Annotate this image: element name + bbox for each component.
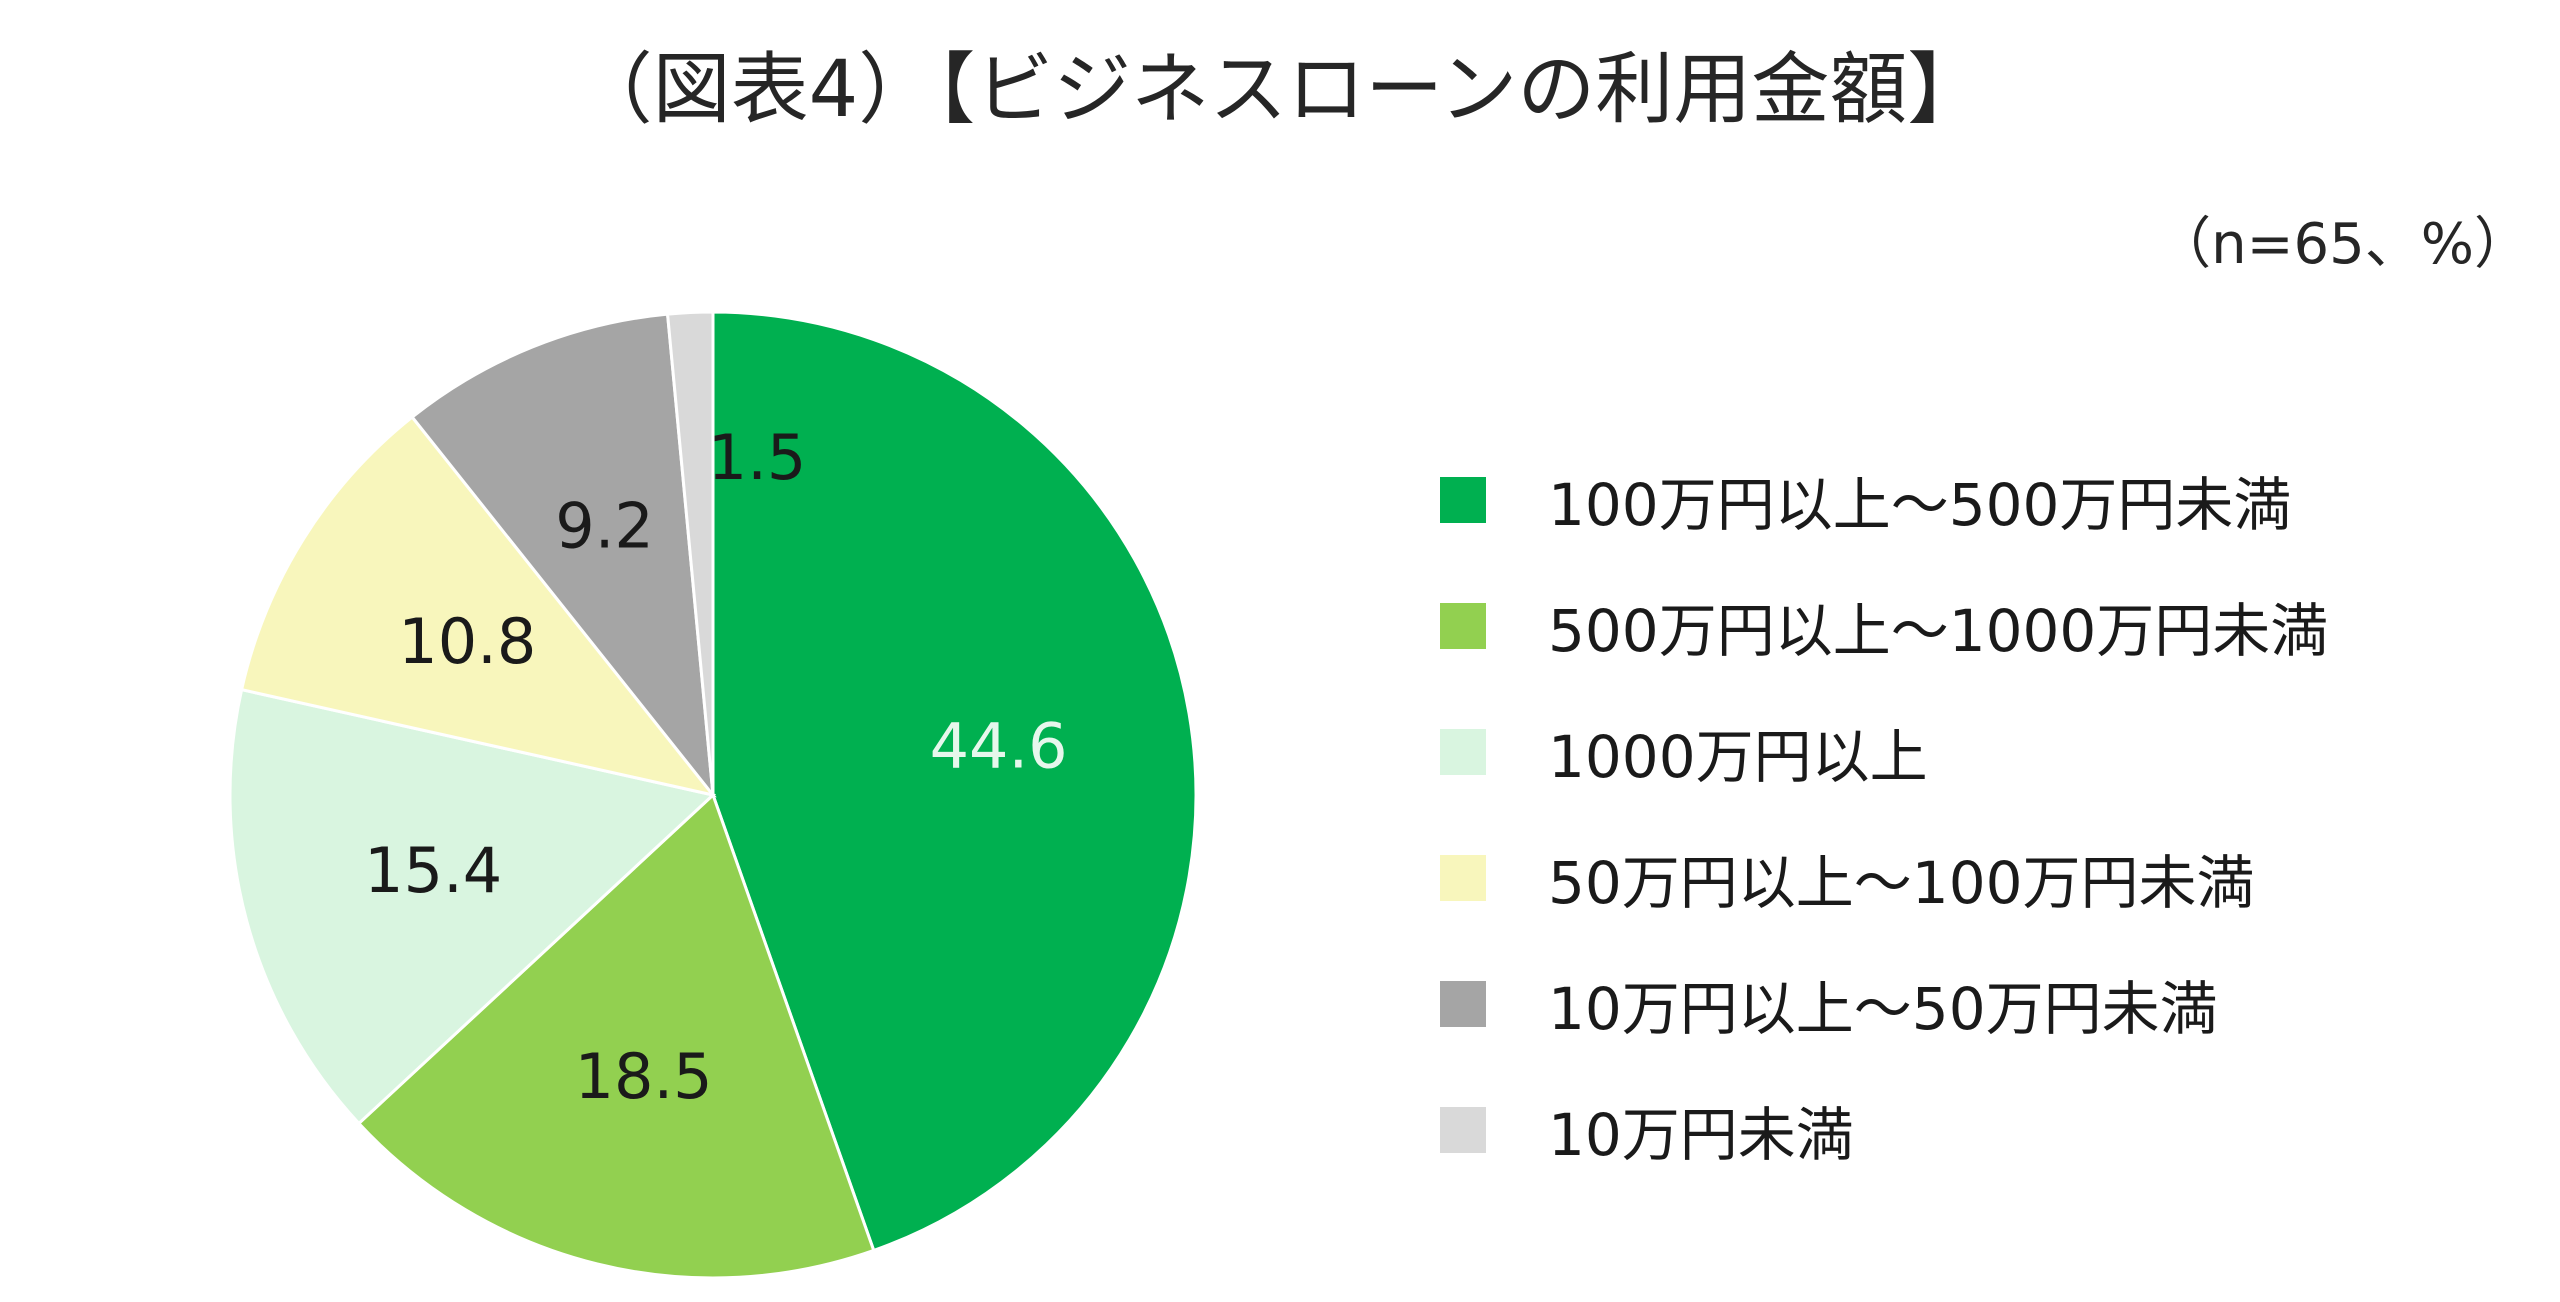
pie-slice-3	[239, 415, 717, 798]
pie-slice-0	[711, 310, 1198, 1253]
pie-slice-labels: 44.6 18.5 15.4 10.8 9.2 1.5	[364, 421, 1067, 1113]
pie-slice-2	[228, 687, 717, 1126]
legend-item-4: 10万円以上～50万円未満	[1440, 954, 2218, 1054]
chart-title: （図表4）【ビジネスローンの利用金額】	[574, 45, 1986, 135]
slice-value-label-3: 10.8	[398, 605, 536, 678]
legend-swatch-0	[1440, 477, 1486, 523]
pie-slice-1	[356, 792, 876, 1280]
chart-note: （n=65、%）	[2155, 212, 2530, 277]
slice-value-label-2: 15.4	[364, 834, 502, 907]
slice-value-label-0: 44.6	[930, 710, 1068, 783]
slice-value-label-4: 9.2	[555, 490, 654, 563]
legend-label-4: 10万円以上～50万円未満	[1548, 975, 2218, 1043]
legend-swatch-2	[1440, 729, 1486, 775]
slice-value-label-5: 1.5	[708, 421, 807, 494]
legend-item-3: 50万円以上～100万円未満	[1440, 828, 2255, 928]
legend-swatch-1	[1440, 603, 1486, 649]
legend-label-3: 50万円以上～100万円未満	[1548, 849, 2255, 917]
pie-slice-5	[665, 310, 715, 796]
legend-label-2: 1000万円以上	[1548, 723, 1928, 791]
legend-label-0: 100万円以上～500万円未満	[1548, 471, 2292, 539]
legend-item-2: 1000万円以上	[1440, 702, 1928, 802]
legend-swatch-4	[1440, 981, 1486, 1027]
legend-label-5: 10万円未満	[1548, 1101, 1854, 1169]
legend-swatch-3	[1440, 855, 1486, 901]
legend-item-5: 10万円未満	[1440, 1080, 1854, 1180]
slice-value-label-1: 18.5	[575, 1040, 713, 1113]
legend-item-0: 100万円以上～500万円未満	[1440, 450, 2291, 550]
legend-swatch-5	[1440, 1107, 1486, 1153]
pie-slices	[228, 310, 1198, 1280]
pie-slice-4	[410, 312, 715, 800]
legend-item-1: 500万円以上～1000万円未満	[1440, 576, 2328, 676]
legend-label-1: 500万円以上～1000万円未満	[1548, 597, 2329, 665]
